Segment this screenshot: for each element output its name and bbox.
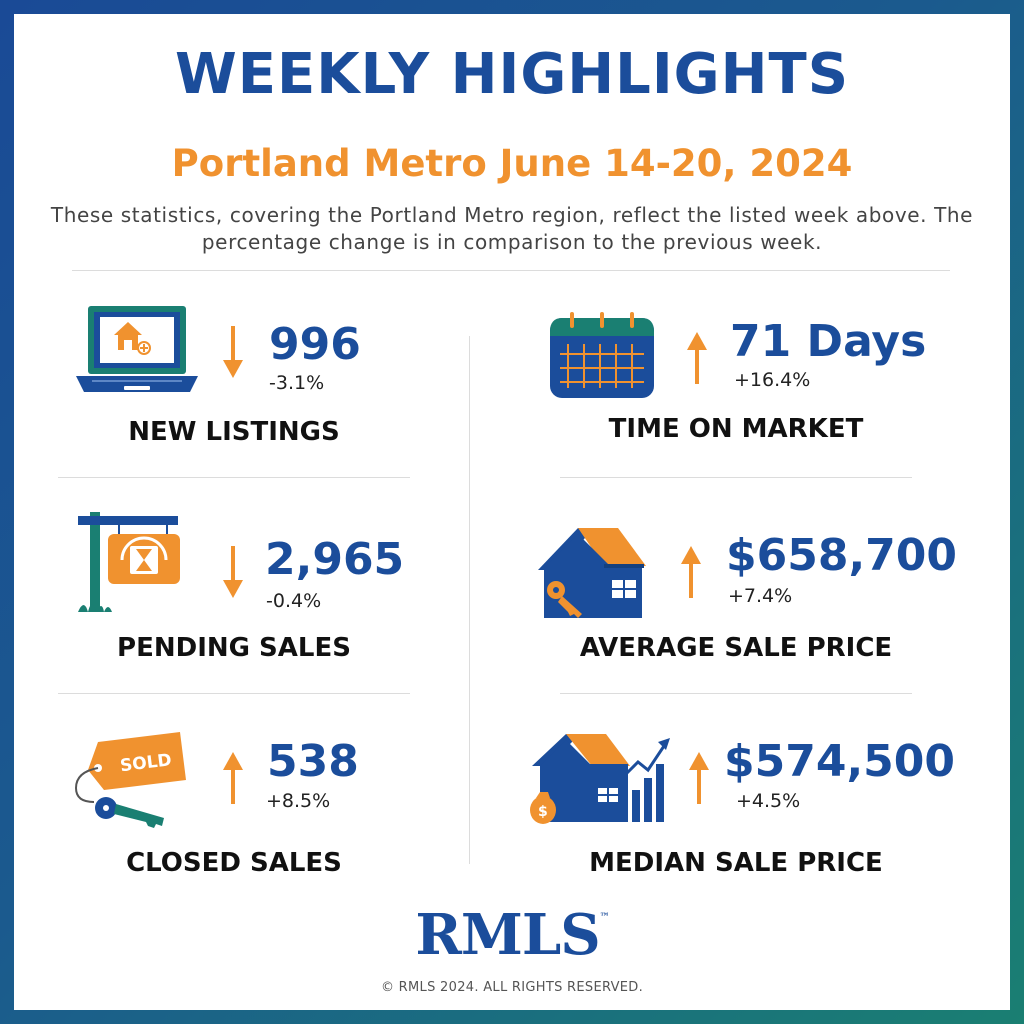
pending-sales-label: PENDING SALES <box>117 633 351 663</box>
closed-sales-value: 538 <box>267 736 359 787</box>
for-sale-sign-icon <box>78 512 180 612</box>
arrow-up-icon <box>687 332 707 384</box>
row-divider-right-1 <box>560 477 912 478</box>
closed-sales-label: CLOSED SALES <box>126 848 342 878</box>
closed-sales-change: +8.5% <box>266 790 331 812</box>
rmls-logo-text: RMLS <box>415 902 600 968</box>
time-on-market-change: +16.4% <box>734 369 811 391</box>
column-divider <box>469 336 470 864</box>
house-chart-icon: $ <box>530 734 670 824</box>
new-listings-value: 996 <box>269 319 361 370</box>
rmls-logo: RMLS™ <box>14 902 1010 968</box>
pending-sales-value: 2,965 <box>265 534 405 585</box>
calendar-icon <box>550 312 654 398</box>
arrow-up-icon <box>689 752 709 804</box>
arrow-up-icon <box>223 752 243 804</box>
average-sale-price-change: +7.4% <box>728 585 793 607</box>
page-title: WEEKLY HIGHLIGHTS <box>174 42 850 107</box>
page-description: These statistics, covering the Portland … <box>50 203 974 254</box>
new-listings-change: -3.1% <box>269 372 325 394</box>
svg-text:$: $ <box>538 804 548 820</box>
sold-tag-keys-icon: SOLD <box>74 732 186 828</box>
house-key-icon <box>538 528 646 618</box>
average-sale-price-label: AVERAGE SALE PRICE <box>579 633 893 663</box>
trademark-symbol: ™ <box>599 912 610 923</box>
median-sale-price-value: $574,500 <box>724 736 956 787</box>
arrow-down-icon <box>223 326 243 378</box>
pending-sales-change: -0.4% <box>266 590 322 612</box>
new-listings-label: NEW LISTINGS <box>128 417 340 447</box>
laptop-house-icon <box>76 306 198 392</box>
header-divider <box>72 270 950 271</box>
row-divider-left-2 <box>58 693 410 694</box>
time-on-market-value: 71 Days <box>730 316 927 367</box>
arrow-down-icon <box>223 546 243 598</box>
average-sale-price-value: $658,700 <box>726 530 958 581</box>
page-subtitle: Portland Metro June 14-20, 2024 <box>171 142 853 185</box>
row-divider-left-1 <box>58 477 410 478</box>
median-sale-price-change: +4.5% <box>736 790 801 812</box>
copyright-notice: © RMLS 2024. ALL RIGHTS RESERVED. <box>380 980 644 995</box>
arrow-up-icon <box>681 546 701 598</box>
median-sale-price-label: MEDIAN SALE PRICE <box>589 848 883 878</box>
infographic-card: WEEKLY HIGHLIGHTS Portland Metro June 14… <box>14 14 1010 1010</box>
time-on-market-label: TIME ON MARKET <box>608 414 864 444</box>
row-divider-right-2 <box>560 693 912 694</box>
